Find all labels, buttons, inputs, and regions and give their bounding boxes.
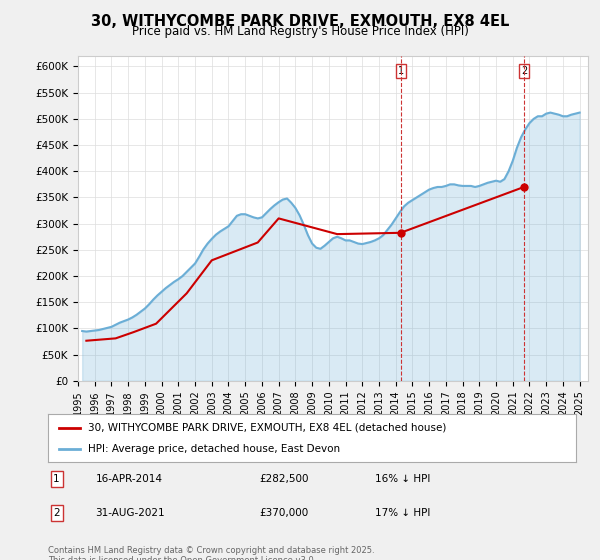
Text: 1: 1: [53, 474, 60, 484]
Text: 30, WITHYCOMBE PARK DRIVE, EXMOUTH, EX8 4EL: 30, WITHYCOMBE PARK DRIVE, EXMOUTH, EX8 …: [91, 14, 509, 29]
Text: 2: 2: [53, 508, 60, 518]
Text: £282,500: £282,500: [259, 474, 309, 484]
Text: Price paid vs. HM Land Registry's House Price Index (HPI): Price paid vs. HM Land Registry's House …: [131, 25, 469, 38]
Text: £370,000: £370,000: [259, 508, 308, 518]
Text: HPI: Average price, detached house, East Devon: HPI: Average price, detached house, East…: [88, 444, 340, 454]
Text: 31-AUG-2021: 31-AUG-2021: [95, 508, 165, 518]
Text: 17% ↓ HPI: 17% ↓ HPI: [376, 508, 431, 518]
Text: 16% ↓ HPI: 16% ↓ HPI: [376, 474, 431, 484]
Text: 30, WITHYCOMBE PARK DRIVE, EXMOUTH, EX8 4EL (detached house): 30, WITHYCOMBE PARK DRIVE, EXMOUTH, EX8 …: [88, 423, 446, 433]
Text: 16-APR-2014: 16-APR-2014: [95, 474, 163, 484]
Text: Contains HM Land Registry data © Crown copyright and database right 2025.
This d: Contains HM Land Registry data © Crown c…: [48, 546, 374, 560]
Text: 1: 1: [397, 66, 404, 76]
Text: 2: 2: [521, 66, 527, 76]
